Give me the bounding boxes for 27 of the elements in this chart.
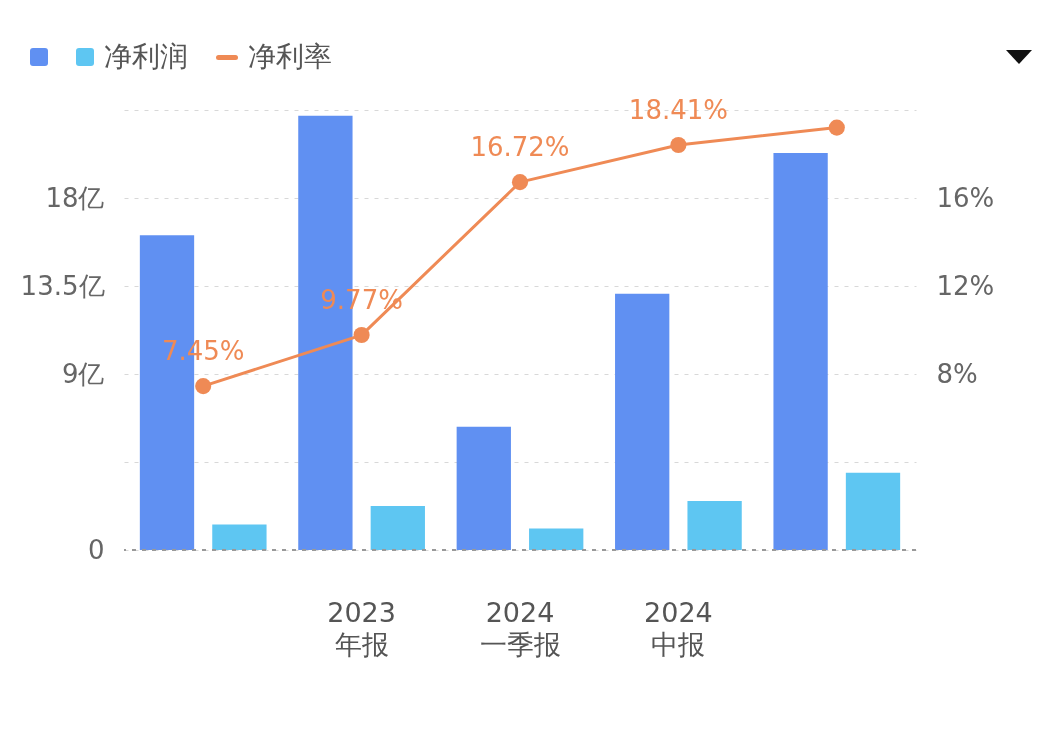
data-label: 18.41%: [628, 94, 728, 125]
legend-label: 净利率: [248, 39, 332, 75]
bar: [370, 506, 425, 550]
y-tick-label: 18亿: [45, 182, 105, 213]
x-tick-label: 2024 中报: [644, 596, 713, 660]
point: [670, 136, 687, 154]
x-tick-label: 2024 一季报: [479, 596, 561, 660]
point: [195, 378, 212, 395]
bar: [456, 426, 511, 550]
legend-label: 净利润: [104, 39, 188, 75]
bar: [845, 472, 901, 550]
bar: [773, 153, 828, 550]
x-tick-label: 2023 年报: [327, 596, 396, 660]
y2-tick-label: 8%: [936, 358, 978, 389]
bar: [615, 293, 670, 550]
bar: [212, 524, 267, 550]
data-label: 16.72%: [470, 132, 570, 163]
point: [353, 327, 370, 344]
y-tick-label: 13.5亿: [20, 270, 105, 301]
point: [828, 119, 845, 136]
bar: [687, 501, 742, 550]
y-tick-label: 9亿: [61, 358, 105, 389]
bar: [529, 528, 584, 550]
y2-tick-label: 16%: [936, 182, 995, 213]
y-tick-label: 0: [87, 534, 105, 565]
y2-tick-label: 12%: [936, 270, 995, 301]
point: [511, 174, 529, 191]
